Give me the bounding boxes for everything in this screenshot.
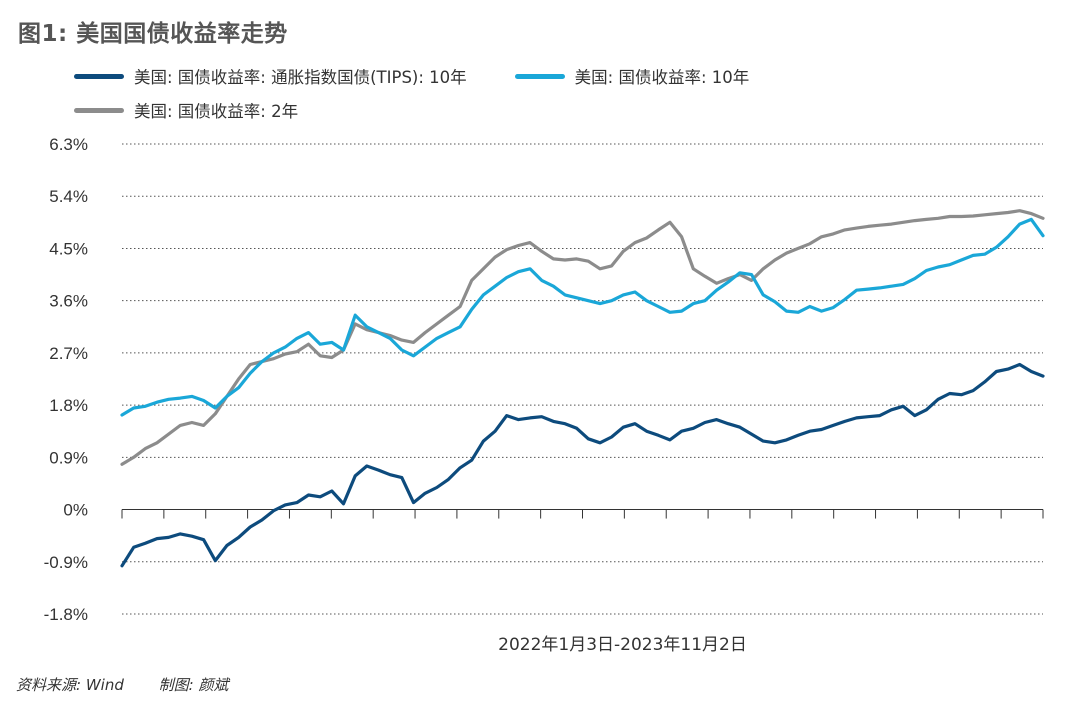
legend-label-10y: 美国: 国债收益率: 10年: [574, 68, 750, 87]
author-note: 制图: 颜斌: [158, 676, 229, 694]
y-tick-label: 6.3%: [49, 135, 88, 154]
legend-label-tips: 美国: 国债收益率: 通胀指数国债(TIPS): 10年: [134, 68, 467, 87]
legend-item-tips: 美国: 国债收益率: 通胀指数国债(TIPS): 10年: [74, 64, 467, 88]
y-tick-label: 2.7%: [49, 344, 88, 363]
series-line: [120, 217, 1045, 417]
legend-row-1: 美国: 国债收益率: 通胀指数国债(TIPS): 10年 美国: 国债收益率: …: [74, 64, 785, 88]
source-note: 资料来源: Wind: [16, 676, 124, 694]
y-tick-label: 0.9%: [49, 448, 88, 467]
legend-label-2y: 美国: 国债收益率: 2年: [134, 102, 299, 121]
chart-title: 图1: 美国国债收益率走势: [18, 21, 288, 47]
x-axis-label: 2022年1月3日-2023年11月2日: [498, 635, 747, 655]
footer: 资料来源: Wind 制图: 颜斌: [16, 674, 258, 695]
legend-swatch-10y: [514, 73, 565, 79]
y-tick-label: 0%: [63, 501, 88, 520]
series-line: [120, 362, 1045, 568]
y-tick-label: -0.9%: [44, 553, 88, 572]
legend-swatch-tips: [74, 73, 124, 79]
legend-item-2y: 美国: 国债收益率: 2年: [74, 98, 298, 122]
y-tick-label: 1.8%: [49, 396, 88, 415]
y-tick-label: 4.5%: [49, 239, 88, 258]
legend-row-2: 美国: 国债收益率: 2年: [74, 98, 334, 122]
legend-swatch-2y: [74, 107, 124, 113]
legend-item-10y: 美国: 国债收益率: 10年: [514, 64, 750, 88]
y-tick-label: -1.8%: [44, 605, 88, 624]
y-tick-label: 3.6%: [49, 292, 88, 311]
series-line: [120, 209, 1045, 466]
y-tick-label: 5.4%: [49, 187, 88, 206]
